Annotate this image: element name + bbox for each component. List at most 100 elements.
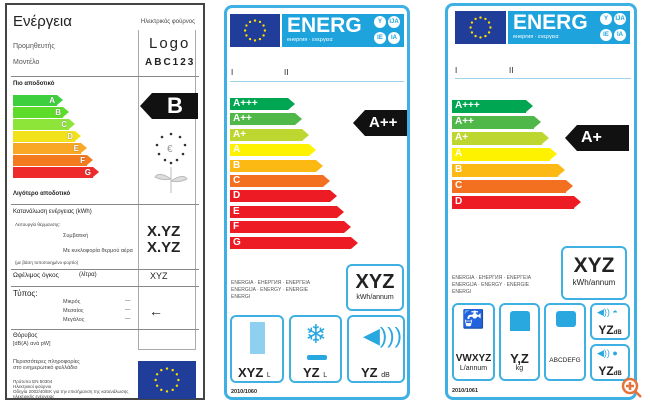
water-consumption-box: 🚰 VWXYZ L/annum xyxy=(452,303,495,381)
energy-class-bar: G xyxy=(13,167,99,178)
freezer-volume-box: ❄ YZ L xyxy=(289,315,342,383)
eu-star-icon xyxy=(243,29,247,32)
energy-word-line: ENERGIA · ЕНЕРГИЯ · ΕΝΕΡΓΕΙΑ xyxy=(452,275,532,281)
less-efficient-label: Λιγότερο αποδοτικό xyxy=(13,191,71,197)
right-column xyxy=(138,30,196,350)
lang-badge: IA xyxy=(388,32,400,44)
energy-class-bar: E xyxy=(13,143,87,154)
energy-class-bar: B xyxy=(452,164,565,177)
divider xyxy=(11,286,199,287)
lang-badge: IJA xyxy=(614,13,626,25)
energy-header: ENERG енергия · ενεργεια Y IJA IE IA xyxy=(508,11,630,44)
water-unit: L/annum xyxy=(459,365,488,372)
eu-star-icon xyxy=(160,388,163,392)
energy-words: ENERGIA · ЕНЕРГИЯ · ΕΝΕΡΓΕΙΑ ENERGIJA · E… xyxy=(452,275,531,296)
capacity-value: Y,Z xyxy=(510,351,529,366)
eu-ecolabel-flower-icon: € xyxy=(154,132,188,193)
eu-star-icon xyxy=(175,373,179,376)
noise: YZ dB xyxy=(361,365,390,380)
eu-star-icon xyxy=(177,378,180,382)
fan-forced-label: Με κυκλοφορία θερμού αέρα xyxy=(63,248,133,254)
shirt-kg-icon xyxy=(510,311,530,331)
dash: — xyxy=(125,316,131,322)
type-label: Τύπος: xyxy=(13,289,38,298)
eu-star-icon xyxy=(262,24,265,27)
divider xyxy=(11,269,199,270)
supplier-label: Προμηθευτής xyxy=(13,43,55,50)
speaker-spin-icon: ◀)) ● xyxy=(597,348,618,358)
water-value: VWXYZ xyxy=(455,353,492,364)
eu-star-icon xyxy=(258,20,262,24)
consumption-unit: kWh/annum xyxy=(356,294,394,301)
divider xyxy=(11,204,199,205)
footer-line: Πρότυπο EN 50304 xyxy=(13,379,53,384)
energy-class-bar: D xyxy=(13,131,81,142)
rating-arrow: B xyxy=(140,93,198,119)
energy-word-line: ENERGIJA · ENERGY · ENERGIE xyxy=(231,287,309,293)
energy-class-bar: C xyxy=(452,180,573,193)
consumption-label: Κατανάλωση ενέργειας (kWh) xyxy=(13,209,92,215)
standard-load-note: (με βάση τυποποιημένο φορτίο) xyxy=(15,260,79,265)
eu-star-icon xyxy=(469,26,472,29)
model-field: II xyxy=(509,66,514,75)
fan-value: X.YZ xyxy=(147,239,181,256)
lang-badge: Y xyxy=(600,13,612,25)
energy-header: ENERG енергия · ενεργεια Y IJA IE IA xyxy=(282,14,404,47)
freezer-stars-icon xyxy=(307,355,327,360)
noise-unit: dB xyxy=(613,330,622,336)
label-title: Ενέργεια xyxy=(13,13,72,30)
model-field: II xyxy=(284,68,289,77)
greek-oven-label: Ενέργεια Ηλεκτρικός φούρνος Προμηθευτής … xyxy=(5,3,205,400)
spin-class-box: ABCDEFG xyxy=(544,303,586,381)
eu-star-icon xyxy=(474,17,477,21)
eu-star-icon xyxy=(245,34,248,37)
zoom-in-icon[interactable] xyxy=(620,376,644,400)
energy-class-bar: A+ xyxy=(452,132,549,145)
annual-consumption-box: XYZ kWh/annum xyxy=(561,246,627,300)
consumption-unit: kWh/annum xyxy=(572,278,616,287)
noise-unit: [dB(A) ανά pW] xyxy=(13,341,51,347)
fresh-volume: XYZ L xyxy=(238,365,271,380)
eu-star-icon xyxy=(248,20,252,24)
eu-star-icon xyxy=(155,384,159,387)
eu-star-icon xyxy=(479,16,482,19)
energ-subtitle: енергия · ενεργεια xyxy=(513,34,559,40)
noise-unit: dB xyxy=(613,371,622,377)
eu-flag-icon xyxy=(230,14,280,47)
eu-flag-icon xyxy=(455,11,506,44)
eu-star-icon xyxy=(253,39,257,42)
eu-star-icon xyxy=(479,36,482,39)
wash-noise-box: ◀)) ◓ YZdB xyxy=(590,303,630,340)
noise-unit: dB xyxy=(381,372,390,379)
energy-class-bar: D xyxy=(452,196,581,209)
energy-word-line: ENERGI xyxy=(452,289,472,295)
divider xyxy=(11,329,199,330)
eu-flag-icon xyxy=(138,361,196,399)
spin-noise-value: YZ xyxy=(598,364,614,378)
eu-star-icon xyxy=(155,373,159,376)
eu-star-icon xyxy=(263,29,267,32)
freezer-volume-unit: L xyxy=(323,372,328,379)
footer-line: Ηλεκτρικοί φούρνοι xyxy=(13,384,52,389)
consumption-value: XYZ xyxy=(355,271,395,293)
capacity-box: Y,Z kg xyxy=(499,303,540,381)
footer-line: στο ενημερωτικό φυλλάδιο xyxy=(13,365,78,371)
more-efficient-label: Πιο αποδοτικό xyxy=(13,81,55,87)
supplier-field: I xyxy=(455,66,458,75)
eu-star-icon xyxy=(484,17,487,21)
rating-arrow: A+ xyxy=(565,125,629,151)
fresh-volume-box: XYZ L xyxy=(230,315,284,383)
energy-class-bar: C xyxy=(13,119,75,130)
eu-star-icon xyxy=(470,31,474,34)
svg-text:€: € xyxy=(167,144,173,155)
noise-box: ◀))) YZ dB xyxy=(347,315,405,383)
spin-noise: YZdB xyxy=(592,364,628,378)
size-large: Μεγάλος xyxy=(63,317,85,323)
footer-line: Περισσότερες πληροφορίες xyxy=(13,359,80,365)
energy-class-bar: A++ xyxy=(452,116,541,129)
energy-class-bar: A xyxy=(230,144,316,157)
freezer-volume-value: YZ xyxy=(303,365,320,380)
energy-word-line: ENERGI xyxy=(231,294,251,300)
wash-noise: YZdB xyxy=(592,323,628,337)
speaker-icon: ◀))) xyxy=(363,323,402,348)
